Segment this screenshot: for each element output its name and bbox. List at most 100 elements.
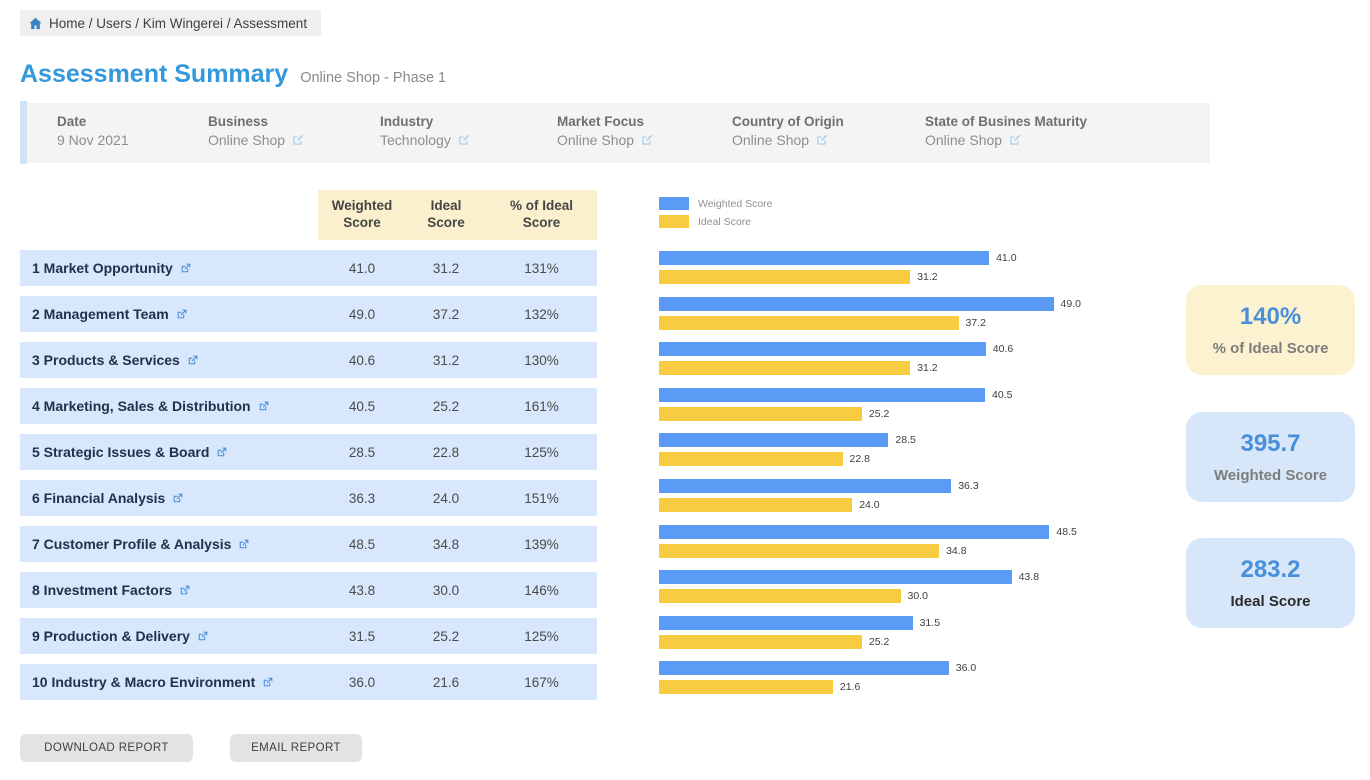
external-link-icon[interactable] [261, 676, 274, 689]
chart-category: 40.6 31.2 [659, 342, 1081, 376]
edit-icon[interactable] [815, 133, 829, 147]
weighted-score-cell: 40.5 [348, 398, 376, 414]
table-row: 7 Customer Profile & Analysis 48.5 34.8 139… [20, 526, 597, 562]
chart-category: 28.5 22.8 [659, 433, 1081, 467]
external-link-icon[interactable] [171, 492, 184, 505]
table-row: 10 Industry & Macro Environment 36.0 21.6 1… [20, 664, 597, 700]
info-field-value: Online Shop [208, 132, 286, 148]
external-link-icon[interactable] [186, 354, 199, 367]
legend-item: Weighted Score [659, 197, 773, 210]
home-icon[interactable] [28, 16, 43, 31]
ideal-score-cell: 22.8 [432, 444, 460, 460]
ideal-score-cell: 25.2 [432, 398, 460, 414]
summary-card-value: 140% [1239, 303, 1302, 330]
ideal-score-cell: 37.2 [432, 306, 460, 322]
ideal-score-bar [659, 270, 911, 284]
info-field: Date 9 Nov 2021 [57, 114, 129, 148]
bar-value-label: 36.3 [958, 479, 979, 492]
bar-value-label: 43.8 [1018, 571, 1040, 584]
external-link-icon[interactable] [196, 630, 209, 643]
weighted-score-bar [659, 478, 952, 493]
weighted-score-bar [659, 251, 990, 265]
pct-ideal-cell: 151% [524, 490, 559, 506]
chart-category: 43.8 30.0 [659, 570, 1081, 604]
info-field-label: Industry [380, 114, 434, 129]
weighted-score-cell: 48.5 [348, 536, 376, 552]
table-row: 4 Marketing, Sales & Distribution 40.5 25.… [20, 388, 597, 424]
info-strip: Date 9 Nov 2021 Business Online Shop Industr… [27, 103, 1210, 163]
external-link-icon[interactable] [257, 400, 270, 413]
summary-card-label: % of Ideal Score [1212, 340, 1329, 357]
weighted-score-cell: 41.0 [348, 260, 376, 276]
edit-icon[interactable] [457, 133, 471, 147]
category-label: 5 Strategic Issues & Board [32, 444, 210, 460]
table-header-cell: Ideal Score [427, 198, 465, 230]
summary-card: 140% % of Ideal Score [1186, 285, 1355, 375]
bar-value-label: 31.2 [917, 271, 938, 283]
legend-label: Weighted Score [698, 197, 773, 210]
chart-category: 40.5 25.2 [659, 387, 1081, 421]
bar-value-label: 49.0 [1060, 297, 1081, 310]
weighted-score-cell: 31.5 [348, 628, 376, 644]
info-field-value: Online Shop [557, 132, 635, 148]
external-link-icon[interactable] [237, 538, 250, 551]
bar-value-label: 28.5 [895, 434, 916, 447]
table-header: Weighted Score Ideal Score % of Ideal Scor… [318, 190, 597, 240]
table-header-cell: Weighted Score [331, 198, 393, 230]
category-label: 2 Management Team [32, 306, 169, 322]
weighted-score-cell: 36.3 [348, 490, 376, 506]
category-label: 6 Financial Analysis [32, 490, 166, 506]
info-field: Business Online Shop [208, 114, 305, 148]
ideal-score-bar [659, 680, 833, 695]
breadcrumb-text: Home / Users / Kim Wingerei / Assessment [49, 15, 308, 31]
weighted-score-bar [659, 661, 949, 676]
bar-chart: 41.0 31.2 49.0 37.2 40.6 31.2 40.5 25.2 28.5 22.8… [659, 251, 1081, 707]
ideal-score-bar [659, 315, 959, 330]
pct-ideal-cell: 167% [524, 674, 559, 690]
weighted-score-bar [659, 524, 1050, 539]
ideal-score-bar [659, 497, 853, 512]
bar-value-label: 48.5 [1056, 525, 1077, 538]
ideal-score-bar [659, 452, 843, 467]
bar-value-label: 30.0 [907, 590, 928, 603]
bar-value-label: 31.5 [919, 616, 941, 629]
external-link-icon[interactable] [178, 584, 191, 597]
legend-label: Ideal Score [698, 215, 752, 228]
bar-value-label: 40.5 [992, 388, 1013, 401]
chart-category: 31.5 25.2 [659, 615, 1081, 649]
ideal-score-cell: 21.6 [432, 674, 460, 690]
weighted-score-bar [659, 433, 889, 448]
weighted-score-bar [659, 570, 1012, 585]
download-report-button[interactable]: DOWNLOAD REPORT [20, 734, 193, 762]
table-row: 3 Products & Services 40.6 31.2 130% [20, 342, 597, 378]
chart-category: 49.0 37.2 [659, 296, 1081, 330]
table-row: 2 Management Team 49.0 37.2 132% [20, 296, 597, 332]
ideal-score-bar [659, 634, 862, 649]
category-label: 8 Investment Factors [32, 582, 173, 598]
external-link-icon[interactable] [179, 262, 192, 275]
bar-value-label: 37.2 [965, 316, 986, 329]
table-row: 5 Strategic Issues & Board 28.5 22.8 125% [20, 434, 597, 470]
info-field-value: 9 Nov 2021 [57, 132, 129, 148]
ideal-score-cell: 30.0 [432, 582, 460, 598]
info-field-label: Date [57, 114, 87, 129]
weighted-score-bar [659, 615, 913, 630]
email-report-button[interactable]: EMAIL REPORT [230, 734, 362, 762]
bar-value-label: 41.0 [996, 252, 1017, 264]
summary-card-label: Ideal Score [1230, 593, 1311, 610]
breadcrumb[interactable]: Home / Users / Kim Wingerei / Assessment [20, 10, 322, 36]
weighted-score-bar [659, 387, 985, 402]
summary-card: 395.7 Weighted Score [1186, 412, 1355, 502]
external-link-icon[interactable] [215, 446, 228, 459]
legend-swatch [659, 215, 689, 228]
edit-icon[interactable] [1008, 133, 1022, 147]
chart-category: 41.0 31.2 [659, 251, 1081, 284]
weighted-score-bar [659, 342, 986, 357]
bar-value-label: 24.0 [859, 498, 880, 511]
external-link-icon[interactable] [175, 308, 188, 321]
info-field-label: State of Busines Maturity [925, 114, 1088, 129]
ideal-score-cell: 31.2 [432, 260, 460, 276]
category-label: 10 Industry & Macro Environment [32, 674, 256, 690]
edit-icon[interactable] [291, 133, 305, 147]
edit-icon[interactable] [640, 133, 654, 147]
